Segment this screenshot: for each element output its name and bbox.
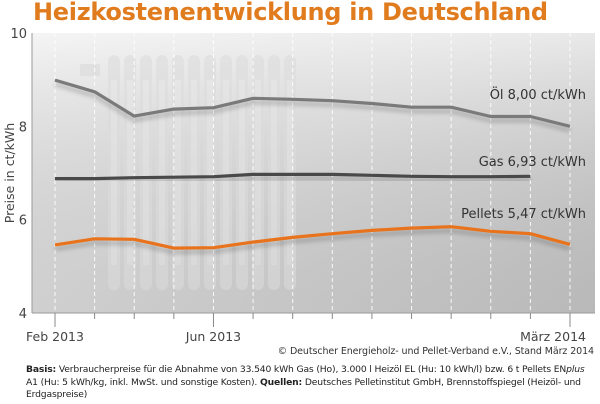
- basis-text: Verbraucherpreise für die Abnahme von 33…: [56, 364, 567, 375]
- y-tick-label: 4: [19, 307, 27, 322]
- series-line-pellets: [54, 225, 571, 250]
- x-ticks: Feb 2013 Jun 2013 März 2014: [26, 313, 586, 344]
- sources-text: Deutsches Pelletinstitut GmbH, Brennstof…: [26, 376, 581, 401]
- basis-text-2: A1 (Hu: 5 kWh/kg, inkl. MwSt. und sonsti…: [26, 376, 260, 388]
- copyright-credit: © Deutscher Energieholz- und Pellet-Verb…: [277, 346, 594, 357]
- x-tick-label: Feb 2013: [26, 329, 84, 344]
- series-labels: Öl 8,00 ct/kWh Gas 6,93 ct/kWh Pellets 5,4…: [461, 86, 586, 222]
- chart-title: Heizkostenentwicklung in Deutschland: [33, 0, 548, 26]
- series-lines: [54, 78, 571, 250]
- y-tick-label: 10: [10, 27, 27, 42]
- series-label: Öl 8,00 ct/kWh: [490, 86, 586, 103]
- y-tick-label: 8: [19, 120, 27, 135]
- y-tick-label: 6: [19, 214, 27, 229]
- series-label: Gas 6,93 ct/kWh: [479, 155, 586, 170]
- gridlines: [54, 33, 571, 313]
- series-label: Pellets 5,47 ct/kWh: [461, 207, 586, 222]
- footnote: Basis: Verbraucherpreise für die Abnahme…: [26, 364, 592, 402]
- y-ticks: 4 6 8 10: [10, 27, 27, 322]
- basis-label: Basis:: [26, 364, 57, 375]
- basis-italic: plus: [566, 364, 585, 375]
- radiator-watermark-icon: [80, 55, 296, 290]
- y-axis-label: Preise in ct/kWh: [2, 123, 17, 223]
- series-line-l: [54, 78, 571, 128]
- sources-label: Quellen:: [259, 376, 303, 388]
- series-line-gas: [55, 172, 531, 181]
- x-tick-label: März 2014: [520, 329, 586, 344]
- x-tick-label: Jun 2013: [185, 329, 241, 344]
